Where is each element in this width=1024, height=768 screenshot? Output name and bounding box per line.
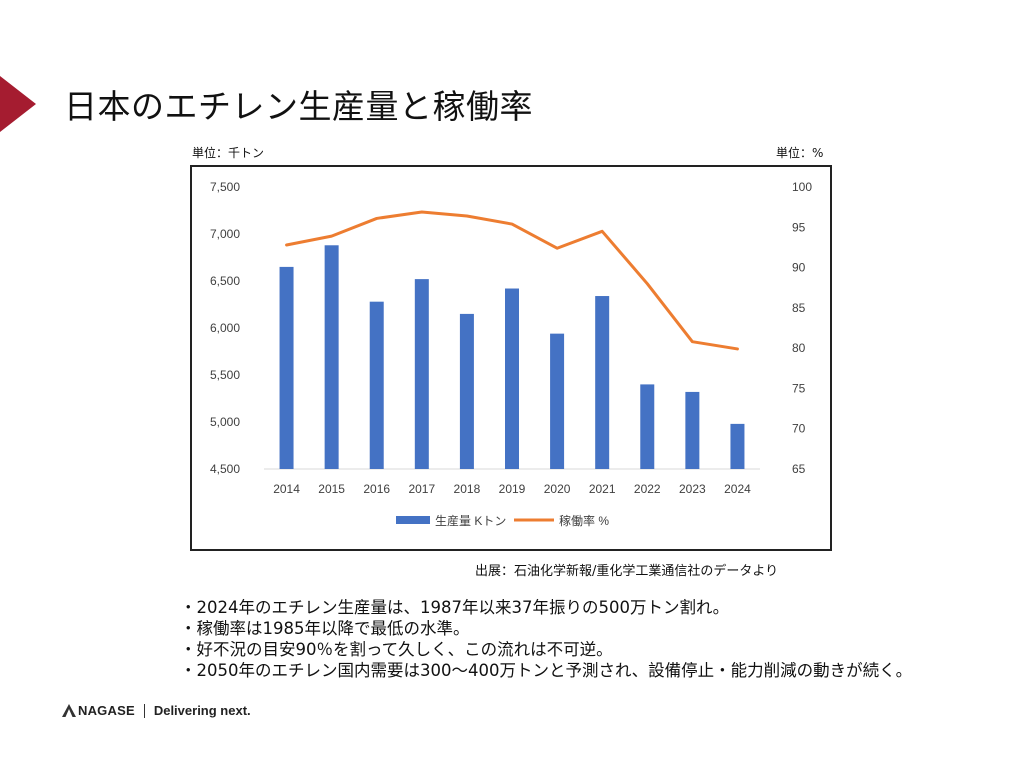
- company-tagline: Delivering next.: [153, 703, 251, 718]
- right-axis-unit-label: 単位：%: [776, 146, 824, 160]
- company-logo-text: NAGASE: [78, 703, 135, 718]
- bullet-list: ・2024年のエチレン生産量は、1987年以来37年振りの500万トン割れ。 ・…: [180, 597, 912, 681]
- production-bar: [459, 313, 474, 469]
- bullet-item: ・2050年のエチレン国内需要は300～400万トンと予測され、設備停止・能力削…: [180, 661, 913, 680]
- right-axis-tick-label: 95: [792, 220, 806, 234]
- right-axis-tick-label: 100: [792, 180, 812, 194]
- production-bar: [550, 333, 565, 469]
- title-accent-arrow: [0, 76, 36, 132]
- x-axis-tick-label: 2016: [363, 482, 390, 496]
- left-axis-unit-label: 単位：千トン: [192, 146, 265, 160]
- source-note: 出展：石油化学新報/重化学工業通信社のデータより: [475, 564, 779, 579]
- x-axis-tick-label: 2024: [724, 482, 751, 496]
- right-axis-tick-label: 75: [792, 381, 806, 395]
- x-axis-tick-label: 2019: [499, 482, 526, 496]
- ethylene-chart: 4,500 5,000 5,500 6,000 6,500 7,000 7,500 65 70 7…: [210, 180, 812, 528]
- x-axis-tick-label: 2015: [318, 482, 345, 496]
- production-bar: [685, 391, 700, 469]
- left-axis-tick-label: 5,000: [210, 415, 240, 429]
- bullet-item: ・好不況の目安90％を割って久しく、この流れは不可逆。: [180, 640, 613, 659]
- left-axis-tick-label: 6,000: [210, 321, 240, 335]
- production-bar: [369, 301, 384, 469]
- x-axis-tick-label: 2023: [679, 482, 706, 496]
- right-axis-tick-label: 85: [792, 301, 806, 315]
- legend-swatch-production: [396, 516, 430, 524]
- production-bar: [640, 384, 655, 469]
- x-axis-tick-label: 2018: [454, 482, 481, 496]
- left-axis-tick-label: 6,500: [210, 274, 240, 288]
- production-bar: [414, 279, 429, 469]
- production-bar: [324, 245, 339, 469]
- chart-frame: 4,500 5,000 5,500 6,000 6,500 7,000 7,500 65 70 7…: [190, 165, 832, 551]
- left-axis-tick-label: 7,000: [210, 227, 240, 241]
- production-bar: [279, 266, 294, 469]
- right-axis-tick-label: 65: [792, 462, 806, 476]
- x-axis-tick-label: 2020: [544, 482, 571, 496]
- x-axis-tick-label: 2021: [589, 482, 616, 496]
- production-bar: [730, 423, 745, 469]
- x-axis-tick-label: 2017: [408, 482, 435, 496]
- left-axis-tick-label: 5,500: [210, 368, 240, 382]
- nagase-logo-icon: [62, 704, 76, 717]
- footer-divider: [143, 703, 145, 718]
- right-axis-tick-label: 70: [792, 422, 806, 436]
- production-bar: [505, 288, 519, 469]
- legend-label-utilization: 稼働率 %: [559, 513, 609, 528]
- bullet-item: ・稼働率は1985年以降で最低の水準。: [180, 619, 470, 638]
- right-axis-tick-label: 80: [792, 341, 806, 355]
- x-axis-tick-label: 2022: [634, 482, 661, 496]
- x-axis-tick-label: 2014: [273, 482, 300, 496]
- left-axis-tick-label: 7,500: [210, 180, 240, 194]
- bullet-item: ・2024年のエチレン生産量は、1987年以来37年振りの500万トン割れ。: [180, 598, 730, 617]
- footer: NAGASE Delivering next.: [62, 703, 251, 718]
- left-axis-tick-label: 4,500: [210, 462, 240, 476]
- right-axis-tick-label: 90: [792, 261, 806, 275]
- production-bar: [595, 296, 610, 469]
- legend-label-production: 生産量 Kトン: [435, 513, 506, 528]
- utilization-rate-line: [285, 210, 739, 351]
- page-title: 日本のエチレン生産量と稼働率: [64, 87, 533, 126]
